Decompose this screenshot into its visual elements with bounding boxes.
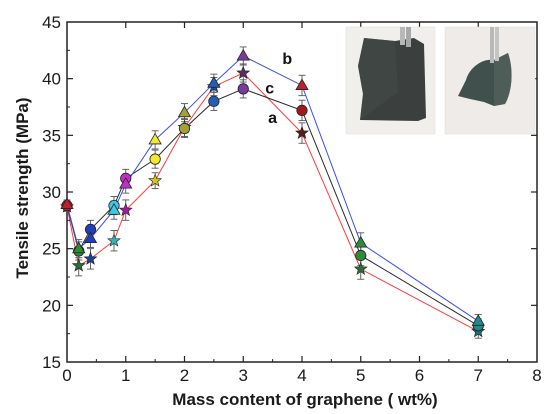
y-tick-label: 30: [42, 183, 61, 202]
data-point-c: [208, 95, 220, 107]
data-point-b: [471, 314, 485, 326]
data-point-c: [296, 104, 308, 117]
data-point-a: [83, 251, 98, 265]
data-point-b: [60, 197, 74, 209]
x-tick-label: 0: [62, 366, 71, 385]
x-tick-label: 8: [532, 366, 541, 385]
data-point-a: [236, 65, 251, 79]
data-markers: [60, 48, 486, 338]
graphene-film-bent-photo: [444, 26, 536, 135]
data-point-b: [119, 176, 133, 189]
x-tick-label: 4: [297, 366, 306, 385]
data-point-c: [149, 153, 161, 165]
y-tick-label: 20: [42, 296, 61, 315]
y-tick-label: 40: [42, 70, 61, 89]
data-point-a: [295, 125, 309, 140]
x-tick-label: 6: [415, 366, 424, 385]
y-tick-label: 35: [42, 126, 61, 145]
data-point-b: [236, 48, 250, 61]
series-label-c: c: [265, 80, 274, 97]
data-point-c: [355, 249, 367, 262]
data-point-a: [107, 233, 121, 247]
data-point-c: [237, 83, 249, 95]
x-tick-label: 7: [474, 366, 483, 385]
data-point-b: [354, 235, 368, 248]
data-point-b: [177, 105, 192, 118]
x-axis-title: Mass content of graphene ( wt%): [172, 390, 437, 409]
data-point-b: [72, 241, 86, 254]
y-tick-label: 45: [42, 13, 61, 32]
data-point-a: [148, 173, 163, 187]
graphene-film-flat-photo: [345, 26, 436, 135]
series-label-b: b: [282, 51, 292, 68]
data-point-b: [295, 78, 309, 90]
data-point-b: [207, 76, 221, 88]
y-axis-title: Tensile strength (MPa): [13, 97, 32, 278]
data-point-a: [353, 261, 368, 276]
y-tick-label: 15: [42, 353, 61, 372]
x-tick-label: 5: [356, 366, 365, 385]
x-tick-label: 3: [239, 366, 248, 385]
x-tick-label: 1: [121, 366, 130, 385]
data-point-c: [178, 122, 191, 135]
series-label-a: a: [268, 110, 277, 127]
x-tick-label: 2: [180, 366, 189, 385]
data-point-a: [71, 258, 86, 272]
data-point-b: [83, 231, 98, 243]
y-tick-label: 25: [42, 240, 61, 259]
data-point-a: [118, 202, 133, 217]
data-point-b: [148, 132, 162, 145]
data-point-b: [107, 203, 121, 215]
series-labels: bca: [265, 51, 292, 127]
